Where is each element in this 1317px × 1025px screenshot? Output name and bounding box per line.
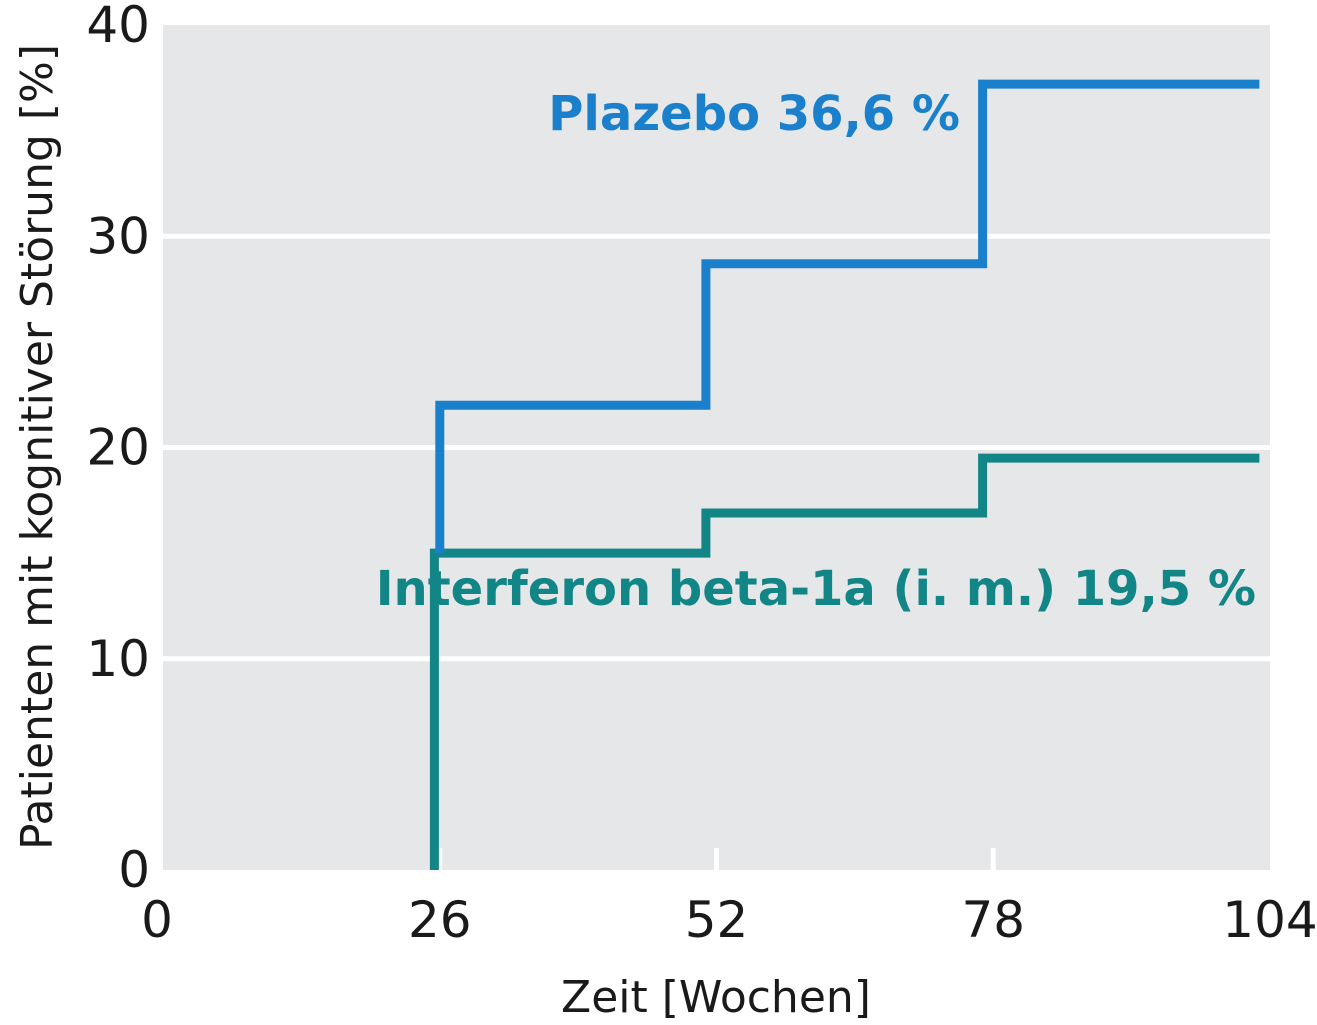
series-line-plazebo	[435, 79, 1260, 554]
y-tick-label-0: 0	[118, 841, 150, 899]
series-lines	[429, 79, 1260, 870]
y-tick-label-30: 30	[86, 207, 150, 265]
series-line-interferon	[429, 453, 1260, 870]
series-label-interferon: Interferon beta-1a (i. m.) 19,5 %	[376, 561, 1256, 617]
y-axis-tick-labels: 0 10 20 30 40	[86, 0, 150, 899]
y-tick-label-20: 20	[86, 419, 150, 477]
series-label-plazebo: Plazebo 36,6 %	[548, 86, 960, 142]
x-tick-label-0: 0	[141, 891, 173, 949]
x-axis-label: Zeit [Wochen]	[561, 972, 871, 1023]
y-tick-label-40: 40	[86, 0, 150, 54]
y-tick-label-10: 10	[86, 630, 150, 688]
grid	[163, 233, 1270, 662]
x-tick-label-26: 26	[408, 891, 472, 949]
x-axis-tick-labels: 0 26 52 78 104	[141, 891, 1317, 949]
y-axis-label: Patienten mit kognitiver Störung [%]	[12, 44, 63, 850]
x-tick-label-78: 78	[961, 891, 1025, 949]
x-axis-ticks	[437, 848, 996, 870]
x-tick-label-52: 52	[685, 891, 749, 949]
x-tick-label-104: 104	[1222, 891, 1317, 949]
